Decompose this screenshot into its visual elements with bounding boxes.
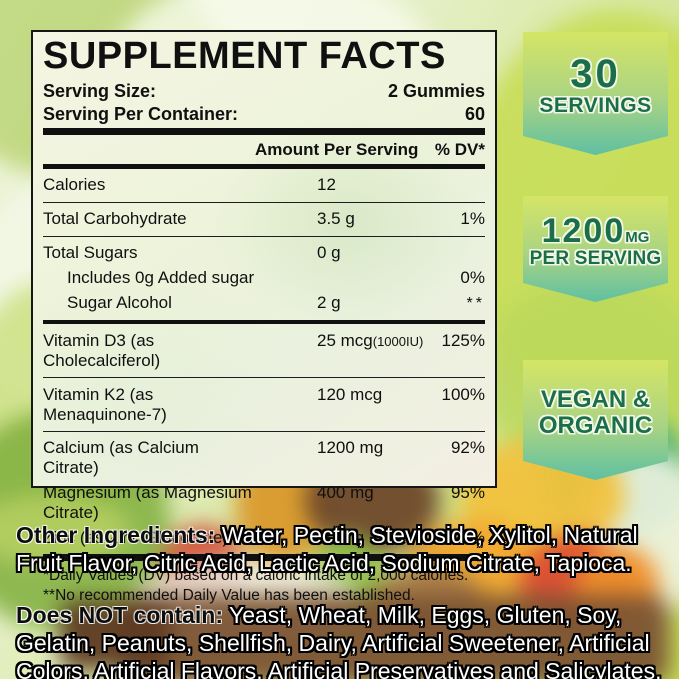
table-row-vitamin-k2: Vitamin K2 (as Menaquinone-7) 120 mcg 10… (43, 384, 485, 424)
serving-size-label: Serving Size: (43, 81, 157, 101)
other-ingredients-text: Other Ingredients: Water, Pectin, Stevio… (16, 521, 668, 577)
footnote-daily-values: *Daily Values (DV) based on a caloric in… (43, 567, 469, 584)
dv-header: % DV* (434, 140, 485, 159)
badge-30-servings: 30 SERVINGS (523, 32, 668, 155)
footnote-no-dv: **No recommended Daily Value has been es… (43, 587, 415, 605)
badge-1200-value: 1200 (541, 212, 626, 251)
table-row-calcium: Calcium (as Calcium Citrate) 1200 mg 92% (43, 438, 485, 477)
table-row-calories: Calories 12 (43, 175, 336, 194)
panel-title: SUPPLEMENT FACTS (43, 35, 446, 77)
divider-thin (43, 431, 485, 432)
table-row-magnesium: Magnesium (as Magnesium Citrate) 400 mg … (43, 483, 485, 522)
divider-thin (43, 201, 485, 203)
badge-vegan-organic: VEGAN & ORGANIC (523, 360, 668, 480)
other-ingredients-label: Other Ingredients: (16, 522, 216, 548)
serving-size-row: Serving Size: 2 Gummies (43, 80, 485, 103)
table-row-carbohydrate: Total Carbohydrate 3.5 g 1% (43, 209, 485, 228)
divider-thin (43, 235, 485, 237)
table-row-sugar-alcohol: Sugar Alcohol 2 g ** (67, 292, 485, 312)
table-row-vitamin-d3: Vitamin D3 (as Cholecalciferol) 25 mcg(1… (43, 330, 485, 370)
badge-30-value: 30 (570, 52, 621, 97)
leaf-strip-blob (0, 495, 130, 565)
amount-per-serving-header: Amount Per Serving (255, 140, 419, 159)
table-row-zinc: Zinc (as Zinc Gluconate) 10 mg 91% (43, 528, 485, 547)
does-not-contain-text: Does NOT contain: Yeast, Wheat, Milk, Eg… (16, 601, 668, 679)
badge-1200mg-per-serving: 1200MG PER SERVING (523, 196, 668, 302)
footnotes: *Daily Values (DV) based on a caloric in… (43, 566, 485, 607)
table-row-added-sugar: Includes 0g Added sugar 0% (67, 267, 485, 287)
table-row-total-sugars: Total Sugars 0 g (43, 242, 341, 262)
servings-per-container-value: 60 (464, 103, 485, 124)
wood-stump-blob (120, 595, 670, 679)
chocolate-block-blob (60, 600, 170, 670)
table-header-row: Amount Per Serving % DV* (43, 135, 485, 164)
badge-per-serving-label: PER SERVING (529, 248, 662, 270)
badge-mg-unit: MG (625, 229, 650, 247)
badge-organic-line: ORGANIC (538, 412, 653, 439)
divider-thick (43, 554, 485, 561)
divider-medium (43, 319, 485, 324)
does-not-contain-list: Yeast, Wheat, Milk, Eggs, Gluten, Soy, G… (16, 602, 662, 679)
other-ingredients-list: Water, Pectin, Stevioside, Xylitol, Natu… (16, 522, 638, 577)
vitamin-d3-iu-note: (1000IU) (372, 333, 424, 349)
supplement-facts-panel: SUPPLEMENT FACTS Serving Size: 2 Gummies… (31, 30, 497, 604)
serving-size-value: 2 Gummies (387, 81, 485, 101)
divider-thick (43, 128, 485, 135)
badge-vegan-line: VEGAN & (540, 385, 651, 413)
divider-thin (43, 377, 485, 378)
servings-per-container-label: Serving Per Container: (43, 103, 239, 124)
does-not-contain-label: Does NOT contain: (16, 602, 224, 628)
divider-medium (43, 164, 485, 169)
servings-per-container-row: Serving Per Container: 60 (43, 103, 485, 126)
badge-30-label: SERVINGS (539, 94, 652, 118)
